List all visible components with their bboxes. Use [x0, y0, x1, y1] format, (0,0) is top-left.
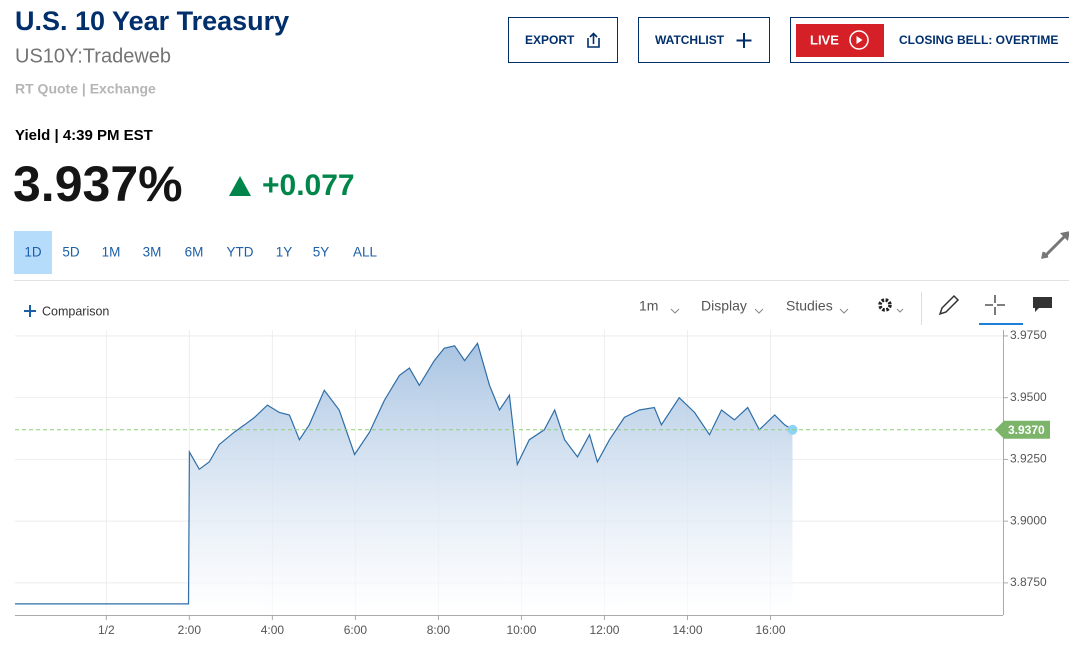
y-tick-label: 3.9500: [1010, 390, 1047, 404]
y-tick-label: 3.9750: [1010, 328, 1047, 342]
source: RT Quote | Exchange: [15, 81, 156, 97]
x-tick-label: 6:00: [344, 623, 368, 637]
export-label: EXPORT: [525, 33, 575, 47]
interval[interactable]: 1m: [639, 298, 658, 314]
studies[interactable]: Studies: [786, 298, 833, 314]
expand-icon: [1043, 233, 1068, 257]
x-tick-label: 1/2: [98, 623, 115, 637]
y-tick-label: 3.8750: [1010, 575, 1047, 589]
x-tick-label: 2:00: [178, 623, 202, 637]
range-button[interactable]: 5Y: [313, 245, 330, 260]
live-label: LIVE: [810, 32, 839, 47]
range-button[interactable]: 1D: [24, 245, 42, 260]
comment-icon[interactable]: [1033, 297, 1052, 312]
range-button[interactable]: 5D: [62, 245, 80, 260]
symbol: US10Y:Tradeweb: [15, 45, 171, 67]
x-tick-label: 14:00: [672, 623, 702, 637]
draw-icon[interactable]: [940, 296, 958, 314]
up-arrow: [229, 176, 251, 196]
settings-icon[interactable]: [880, 300, 890, 310]
x-tick-label: 4:00: [261, 623, 285, 637]
range-button[interactable]: ALL: [353, 245, 378, 260]
x-tick-label: 12:00: [589, 623, 619, 637]
crosshair-icon[interactable]: [985, 295, 1005, 315]
range-button[interactable]: 3M: [143, 245, 162, 260]
x-tick-label: 16:00: [756, 623, 786, 637]
x-tick-label: 10:00: [506, 623, 536, 637]
show-label: CLOSING BELL: OVERTIME: [899, 33, 1058, 47]
title: U.S. 10 Year Treasury: [15, 6, 289, 36]
price: 3.937%: [13, 156, 183, 212]
x-tick-label: 8:00: [427, 623, 451, 637]
display[interactable]: Display: [701, 298, 747, 314]
change: +0.077: [262, 169, 355, 202]
comparison-plus: [24, 305, 36, 317]
area: [15, 343, 793, 615]
y-tick-label: 3.9250: [1010, 452, 1047, 466]
reference-label: 3.9370: [1008, 423, 1045, 437]
range-button[interactable]: YTD: [227, 245, 254, 260]
y-tick-label: 3.9000: [1010, 513, 1047, 527]
range-button[interactable]: 6M: [185, 245, 204, 260]
range-button[interactable]: 1Y: [276, 245, 293, 260]
range-button[interactable]: 1M: [102, 245, 121, 260]
watchlist-label: WATCHLIST: [655, 33, 725, 47]
comparison[interactable]: Comparison: [42, 304, 109, 318]
yield-label: Yield | 4:39 PM EST: [15, 127, 153, 144]
